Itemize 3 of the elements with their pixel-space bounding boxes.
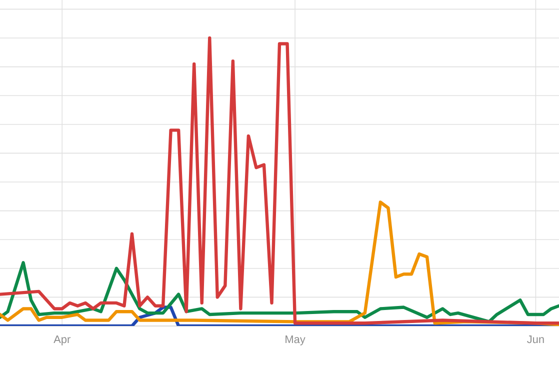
x-tick-label: May [286, 336, 306, 346]
x-tick-label: Jun [527, 336, 544, 344]
x-tick-label: Apr [54, 336, 70, 346]
